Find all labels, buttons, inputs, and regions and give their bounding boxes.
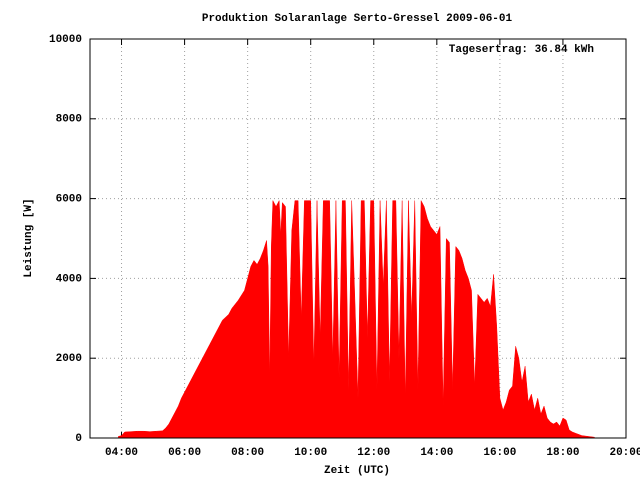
chart-title: Produktion Solaranlage Serto-Gressel 200… xyxy=(202,13,513,25)
y-tick-label: 0 xyxy=(75,433,82,445)
x-tick-label: 04:00 xyxy=(105,447,138,459)
y-tick-label: 4000 xyxy=(56,273,82,285)
x-axis-label: Zeit (UTC) xyxy=(324,465,390,477)
x-tick-label: 20:00 xyxy=(609,447,640,459)
y-axis-label: Leistung [W] xyxy=(23,198,35,277)
y-tick-label: 6000 xyxy=(56,194,82,206)
plot-frame xyxy=(89,38,627,439)
y-tick-label: 10000 xyxy=(49,34,82,46)
x-tick-label: 12:00 xyxy=(357,447,390,459)
x-tick-label: 10:00 xyxy=(294,447,327,459)
annotation: Tagesertrag: 36.84 kWh xyxy=(449,44,594,56)
y-tick-label: 2000 xyxy=(56,353,82,365)
x-tick-label: 14:00 xyxy=(420,447,453,459)
area xyxy=(118,199,595,439)
x-tick-label: 16:00 xyxy=(483,447,516,459)
x-tick-label: 06:00 xyxy=(168,447,201,459)
x-tick-label: 08:00 xyxy=(231,447,264,459)
y-tick-label: 8000 xyxy=(56,114,82,126)
x-tick-label: 18:00 xyxy=(546,447,579,459)
